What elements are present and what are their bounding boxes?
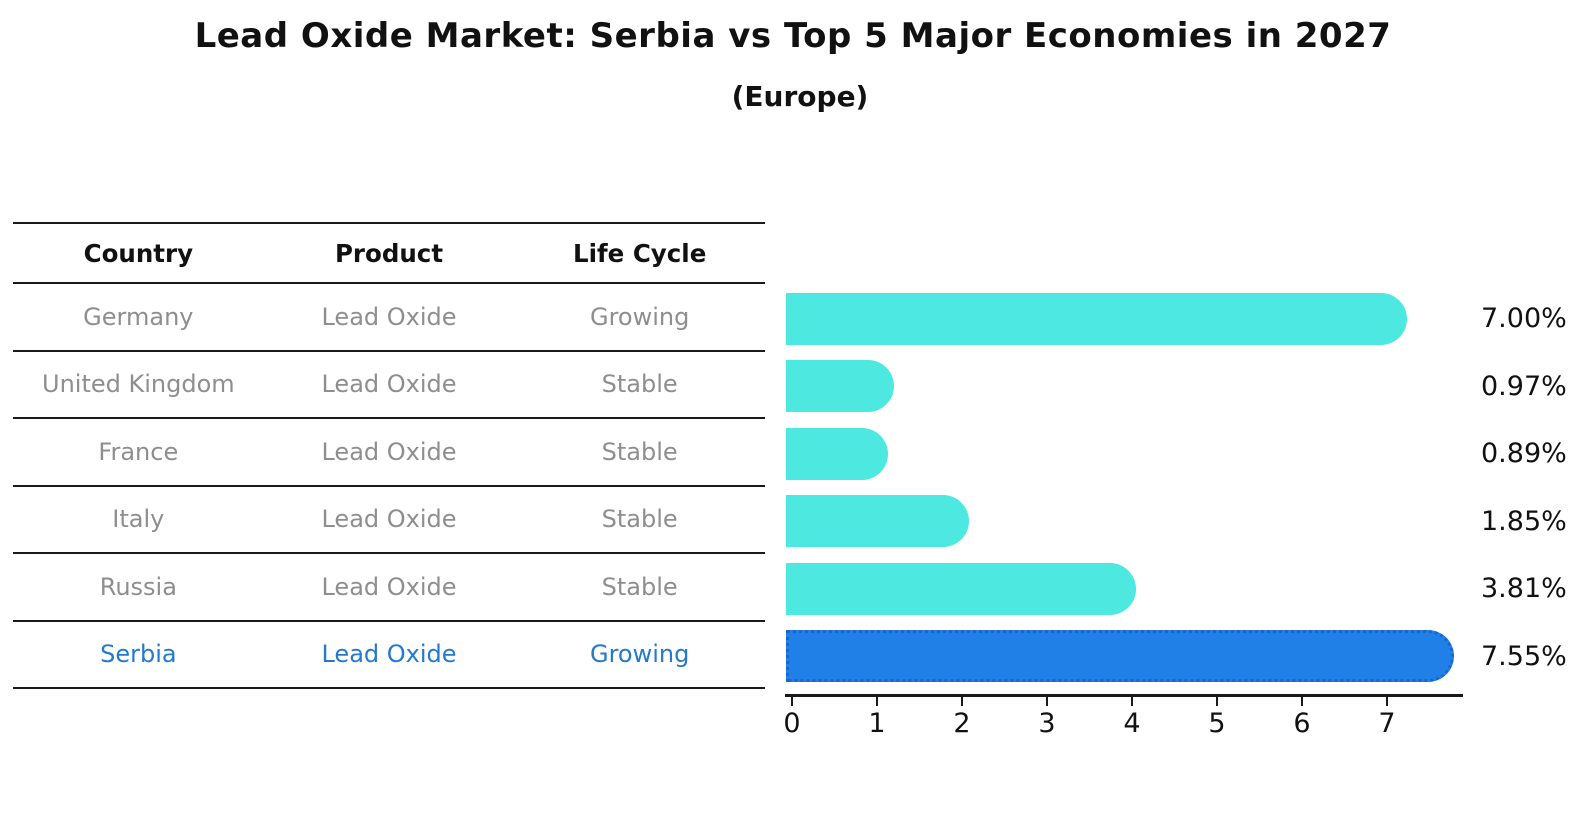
life-cycle-cell: Stable: [601, 370, 678, 399]
x-axis-tick-label: 5: [1208, 708, 1226, 739]
x-axis-tick-label: 6: [1293, 708, 1311, 739]
value-label-serbia: 7.55%: [1481, 640, 1567, 672]
x-axis-tick-label: 3: [1038, 708, 1056, 739]
column-header-life-cycle: Life Cycle: [573, 238, 707, 268]
table-row: Italy Lead Oxide Stable: [13, 487, 765, 554]
life-cycle-cell: Growing: [589, 302, 690, 331]
chart-title: Lead Oxide Market: Serbia vs Top 5 Major…: [194, 16, 1392, 56]
x-axis-line: [785, 694, 1463, 697]
country-cell: Italy: [112, 505, 165, 534]
product-cell: Lead Oxide: [321, 437, 457, 466]
table-row-serbia-highlighted: Serbia Lead Oxide Growing: [13, 622, 765, 689]
bar-row: [786, 353, 1486, 421]
chart-subtitle: (Europe): [731, 80, 869, 113]
country-cell: France: [98, 437, 179, 466]
country-table: Country Product Life Cycle Germany Lead …: [13, 222, 765, 689]
value-label-united-kingdom: 0.97%: [1481, 370, 1567, 402]
x-axis-tick: [1046, 697, 1048, 706]
value-label-germany: 7.00%: [1481, 303, 1567, 335]
table-row: France Lead Oxide Stable: [13, 419, 765, 487]
x-axis-tick: [1131, 697, 1133, 706]
bar-russia: [786, 562, 1136, 615]
x-axis-tick: [876, 697, 878, 706]
country-cell: Serbia: [100, 640, 177, 669]
column-header-country: Country: [83, 238, 194, 268]
bar-france: [786, 427, 888, 480]
x-axis-tick-label: 1: [868, 708, 886, 739]
bar-plot-area: [786, 285, 1486, 690]
bar-row: [786, 555, 1486, 623]
product-cell: Lead Oxide: [321, 302, 457, 331]
table-row: Germany Lead Oxide Growing: [13, 284, 765, 352]
life-cycle-cell: Stable: [601, 572, 678, 601]
value-label-italy: 1.85%: [1481, 505, 1567, 537]
table-row: United Kingdom Lead Oxide Stable: [13, 352, 765, 419]
bar-united-kingdom: [786, 360, 895, 413]
x-axis-tick: [1386, 697, 1388, 706]
table-row: Russia Lead Oxide Stable: [13, 554, 765, 622]
country-cell: Germany: [83, 302, 194, 331]
x-axis-tick: [961, 697, 963, 706]
value-label-france: 0.89%: [1481, 438, 1567, 470]
column-header-product: Product: [334, 238, 444, 268]
x-axis-tick-label: 0: [783, 708, 801, 739]
x-axis-tick-label: 7: [1378, 708, 1396, 739]
life-cycle-cell: Stable: [601, 437, 678, 466]
table-header-row: Country Product Life Cycle: [13, 222, 765, 284]
x-axis-tick-label: 2: [953, 708, 971, 739]
country-cell: United Kingdom: [42, 370, 235, 399]
bar-row: [786, 623, 1486, 691]
x-axis-tick-label: 4: [1123, 708, 1141, 739]
bar-italy: [786, 495, 970, 548]
product-cell: Lead Oxide: [321, 640, 457, 669]
product-cell: Lead Oxide: [321, 572, 457, 601]
bar-germany: [786, 292, 1407, 345]
bar-row: [786, 488, 1486, 556]
life-cycle-cell: Growing: [589, 640, 690, 669]
bar-row: [786, 420, 1486, 488]
product-cell: Lead Oxide: [321, 505, 457, 534]
product-cell: Lead Oxide: [321, 370, 457, 399]
x-axis-tick: [1301, 697, 1303, 706]
value-labels: 7.00% 0.97% 0.89% 1.85% 3.81% 7.55%: [1481, 285, 1567, 690]
x-axis-tick: [791, 697, 793, 706]
bar-serbia-highlighted: [786, 630, 1454, 683]
bar-row: [786, 285, 1486, 353]
value-label-russia: 3.81%: [1481, 573, 1567, 605]
life-cycle-cell: Stable: [601, 505, 678, 534]
country-cell: Russia: [99, 572, 177, 601]
x-axis-tick: [1216, 697, 1218, 706]
